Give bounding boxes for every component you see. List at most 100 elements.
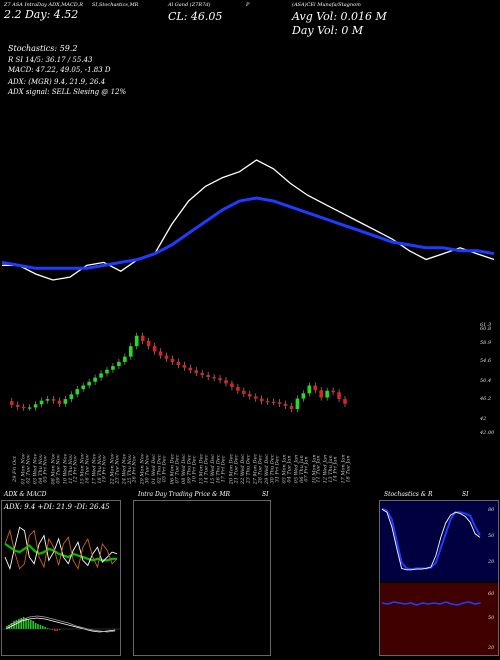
- candle-body: [134, 335, 139, 347]
- candle-y-tick: 54.6: [480, 358, 492, 364]
- candle-body: [259, 398, 264, 402]
- candle-body: [212, 377, 216, 379]
- candle-body: [176, 361, 181, 366]
- header-left-title: Z7 ASA IntraDay ADX,MACD,R: [4, 2, 83, 8]
- candle-y-tick: 46.2: [480, 396, 492, 402]
- macd-readout: MACD: 47.22, 49.05, -1.83 D: [8, 66, 111, 74]
- candle-y-tick: 61.3: [480, 322, 492, 328]
- candle-body: [99, 373, 103, 378]
- macd-bar: [58, 629, 61, 630]
- date-label: 19 Fri Nov: [101, 455, 108, 483]
- day-volume: Day Vol: 0 M: [292, 24, 364, 37]
- candle-body: [319, 390, 323, 398]
- close-price: CL: 46.05: [168, 10, 223, 23]
- macd-bar: [27, 619, 30, 629]
- candle-body: [170, 358, 175, 362]
- date-label: 18 Tue Jan: [345, 455, 352, 483]
- macd-bar: [54, 629, 56, 631]
- candle-body: [283, 403, 288, 406]
- header-right-title: (ASA)CEl Munafa/Stagnom: [292, 2, 361, 8]
- candle-body: [45, 399, 50, 401]
- candle-body: [277, 402, 282, 404]
- adx-values: ADX: 9.4 +DI: 21.9 -DI: 26.45: [4, 503, 110, 511]
- adx-line-1: [4, 526, 118, 571]
- stoch-bg: [380, 501, 498, 581]
- macd-bar: [6, 627, 8, 629]
- candle-body: [230, 383, 234, 388]
- candle-body: [242, 390, 246, 394]
- candle-body: [105, 369, 109, 374]
- candle-body: [140, 335, 145, 341]
- candle-y-tick: 42: [480, 416, 487, 422]
- si-bg: [380, 583, 498, 655]
- candle-body: [301, 393, 306, 399]
- candle-y-tick: 42.00: [480, 430, 495, 436]
- date-label: 10 Fri Dec: [190, 455, 197, 483]
- date-label: 17 Fri Dec: [220, 455, 227, 483]
- candle-body: [236, 387, 240, 391]
- candle-body: [182, 365, 187, 368]
- macd-bar: [37, 624, 39, 629]
- stochastics-readout: Stochastics: 59.2: [8, 44, 78, 53]
- candle-body: [129, 346, 133, 357]
- candle-body: [289, 405, 294, 410]
- si-tick: 60: [488, 591, 495, 597]
- si-tick: 20: [487, 645, 495, 651]
- macd-line: [5, 617, 116, 633]
- macd-bar: [22, 617, 25, 629]
- candle-body: [111, 366, 115, 370]
- candle-y-tick: 58.9: [480, 340, 492, 346]
- candle-body: [307, 385, 312, 394]
- date-label: 14 Fri Jan: [332, 456, 339, 482]
- candle-body: [337, 392, 341, 400]
- date-label: 12 Fri Nov: [72, 455, 79, 483]
- candle-body: [75, 389, 80, 395]
- date-label: 14 Tue Dec: [203, 454, 210, 484]
- stoch-line-0: [381, 507, 481, 571]
- candlestick-chart: [10, 332, 347, 413]
- macd-bar: [30, 620, 32, 629]
- candle-body: [81, 385, 85, 390]
- candle-body: [188, 367, 193, 371]
- candle-body: [194, 370, 199, 373]
- candle-body: [63, 399, 68, 404]
- candle-body: [39, 400, 44, 405]
- intraday-panel-title: Intra Day Trading Price & MR: [138, 491, 231, 498]
- stoch-line-1: [381, 508, 481, 571]
- date-label: 09 Tue Nov: [55, 454, 62, 484]
- date-label: 30 Tue Nov: [144, 454, 151, 484]
- adx-panel-title: ADX & MACD: [4, 491, 47, 498]
- stoch-tick: 20: [487, 559, 495, 565]
- candle-body: [206, 375, 210, 378]
- date-label: 04 Tue Jan: [286, 455, 293, 483]
- intraday-si-label: SI: [262, 491, 269, 498]
- candle-body: [10, 401, 14, 405]
- header-stoch-title: SI,Stochastics,MR: [92, 2, 139, 8]
- stoch-si-label: SI: [462, 491, 469, 498]
- date-label: 05 Fri Nov: [42, 455, 49, 483]
- candle-body: [331, 390, 335, 393]
- candle-body: [15, 404, 20, 407]
- candle-body: [152, 346, 157, 352]
- candle-body: [200, 372, 204, 375]
- si-readout: R SI 14/5: 36.17 / 55.43: [8, 56, 93, 64]
- candle-body: [158, 351, 163, 356]
- candle-body: [271, 401, 276, 403]
- candle-body: [51, 399, 56, 401]
- macd-line: [5, 615, 116, 633]
- macd-bar: [25, 618, 27, 629]
- date-label: 29 Fri Oct: [11, 456, 18, 482]
- adx-line-2: [4, 529, 118, 570]
- intraday-panel: [133, 500, 271, 656]
- candle-body: [27, 407, 32, 409]
- date-label: 23 Tue Nov: [114, 454, 121, 484]
- date-label: 07 Fri Jan: [303, 456, 310, 482]
- macd-bar: [20, 618, 22, 629]
- macd-bar: [51, 629, 54, 630]
- macd-bar: [42, 626, 44, 629]
- candle-y-tick: 60.8: [480, 326, 492, 332]
- stoch-tick: 50: [488, 533, 495, 539]
- macd-bar: [56, 629, 58, 631]
- ma-line-0: [2, 159, 495, 281]
- candle-body: [248, 393, 252, 397]
